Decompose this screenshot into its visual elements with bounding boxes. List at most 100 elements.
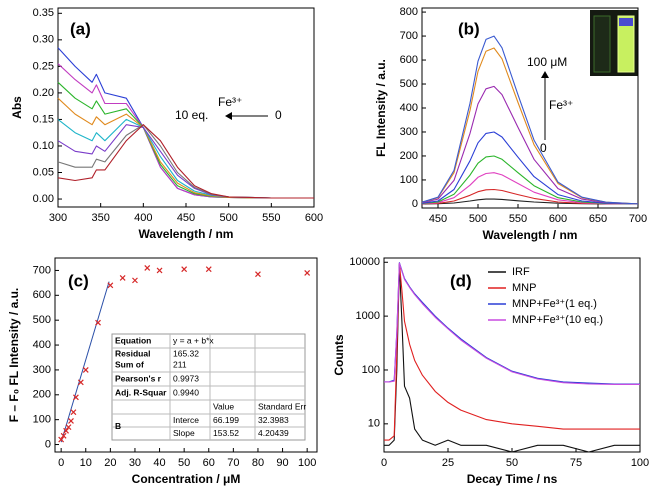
x-tick-label: 0 [58, 457, 64, 469]
y-axis-label: FL Intensity / a.u. [374, 59, 388, 157]
x-tick-label: 350 [91, 212, 109, 224]
data-line [421, 47, 639, 205]
table-cell: 0.9940 [173, 387, 199, 397]
y-tick-label: 10000 [349, 256, 380, 268]
y-tick-label: 600 [400, 54, 418, 66]
data-line [421, 35, 639, 205]
y-tick-label: 800 [400, 6, 418, 18]
legend-label: MNP+Fe³⁺(1 eq.) [512, 298, 597, 310]
y-tick-label: 0.10 [33, 140, 54, 152]
x-tick-label: 80 [252, 457, 264, 469]
data-point [156, 267, 163, 274]
legend-label: MNP [512, 282, 536, 294]
x-tick-label: 700 [629, 213, 647, 225]
y-tick-label: 700 [400, 30, 418, 42]
x-axis-label: Concentration / μM [132, 472, 241, 486]
x-tick-label: 40 [153, 457, 165, 469]
table-cell: Residual [115, 348, 150, 358]
table-cell: 153.52 [213, 428, 239, 438]
y-tick-label: 0 [45, 438, 51, 450]
y-tick-label: 0.35 [33, 7, 54, 19]
data-point [65, 424, 72, 431]
y-tick-label: 0.05 [33, 166, 54, 178]
annotation: 0 [540, 141, 547, 155]
annotation: 0 [275, 108, 282, 122]
y-tick-label: 600 [33, 289, 51, 301]
table-cell: Standard Err [258, 401, 306, 411]
data-line [57, 124, 314, 199]
table-cell: Adj. R-Squar [115, 387, 167, 397]
x-tick-label: 650 [589, 213, 607, 225]
data-line [421, 172, 639, 205]
x-axis-label: Decay Time / ns [467, 472, 558, 486]
data-point [107, 282, 114, 289]
y-tick-label: 300 [400, 126, 418, 138]
data-point [60, 432, 67, 439]
data-point [58, 436, 65, 443]
x-tick-label: 30 [129, 457, 141, 469]
y-tick-label: 0.15 [33, 113, 54, 125]
data-point [255, 271, 261, 278]
x-tick-label: 550 [509, 213, 527, 225]
x-tick-label: 75 [570, 457, 582, 469]
y-tick-label: 200 [400, 150, 418, 162]
y-tick-label: 0 [412, 198, 418, 210]
y-tick-label: 100 [362, 364, 380, 376]
legend-label: IRF [512, 266, 530, 278]
annotation: 100 μM [527, 55, 567, 69]
data-point [95, 319, 101, 326]
data-point [63, 427, 69, 434]
panel-label: (b) [458, 19, 480, 38]
x-tick-label: 50 [506, 457, 518, 469]
data-line [421, 131, 639, 205]
y-tick-label: 200 [33, 389, 51, 401]
y-tick-label: 400 [400, 102, 418, 114]
table-cell: Interce [173, 415, 199, 425]
data-point [119, 274, 126, 281]
data-line [57, 124, 314, 199]
table-cell: Slope [173, 428, 195, 438]
legend-label: MNP+Fe³⁺(10 eq.) [512, 314, 603, 326]
y-tick-label: 500 [33, 314, 51, 326]
y-tick-label: 0.25 [33, 60, 54, 72]
x-tick-label: 20 [104, 457, 116, 469]
table-cell: 32.3983 [258, 415, 289, 425]
data-line [421, 155, 639, 205]
y-tick-label: 100 [33, 414, 51, 426]
x-tick-label: 600 [305, 212, 323, 224]
table-cell: Sum of [115, 359, 144, 369]
data-line [57, 63, 314, 199]
table-cell: 0.9973 [173, 373, 199, 383]
annotation: 10 eq. [175, 108, 208, 122]
y-tick-label: 1000 [356, 310, 380, 322]
data-point [77, 379, 84, 386]
y-axis-label: Counts [332, 334, 346, 376]
y-tick-label: 300 [33, 364, 51, 376]
table-cell: 211 [173, 359, 187, 369]
data-point [144, 265, 151, 271]
y-tick-label: 0.30 [33, 34, 54, 46]
data-line [421, 188, 639, 205]
x-axis-label: Wavelength / nm [483, 228, 578, 242]
data-point [132, 277, 138, 284]
data-line [384, 262, 640, 441]
data-point [82, 366, 89, 373]
x-tick-label: 90 [276, 457, 288, 469]
panel-label: (a) [70, 19, 91, 38]
y-tick-label: 100 [400, 174, 418, 186]
table-cell: Pearson's r [115, 373, 162, 383]
table-cell: 165.32 [173, 348, 199, 358]
x-tick-label: 100 [298, 457, 316, 469]
y-tick-label: 0.20 [33, 87, 54, 99]
data-line [57, 47, 314, 199]
panel-label: (d) [450, 271, 472, 290]
data-point [70, 409, 77, 416]
data-point [181, 266, 188, 273]
table-cell: Equation [115, 335, 151, 345]
table-cell: 4.20439 [258, 428, 289, 438]
data-point [205, 266, 212, 273]
x-tick-label: 600 [549, 213, 567, 225]
y-tick-label: 0.00 [33, 193, 54, 205]
table-frame [111, 333, 306, 441]
